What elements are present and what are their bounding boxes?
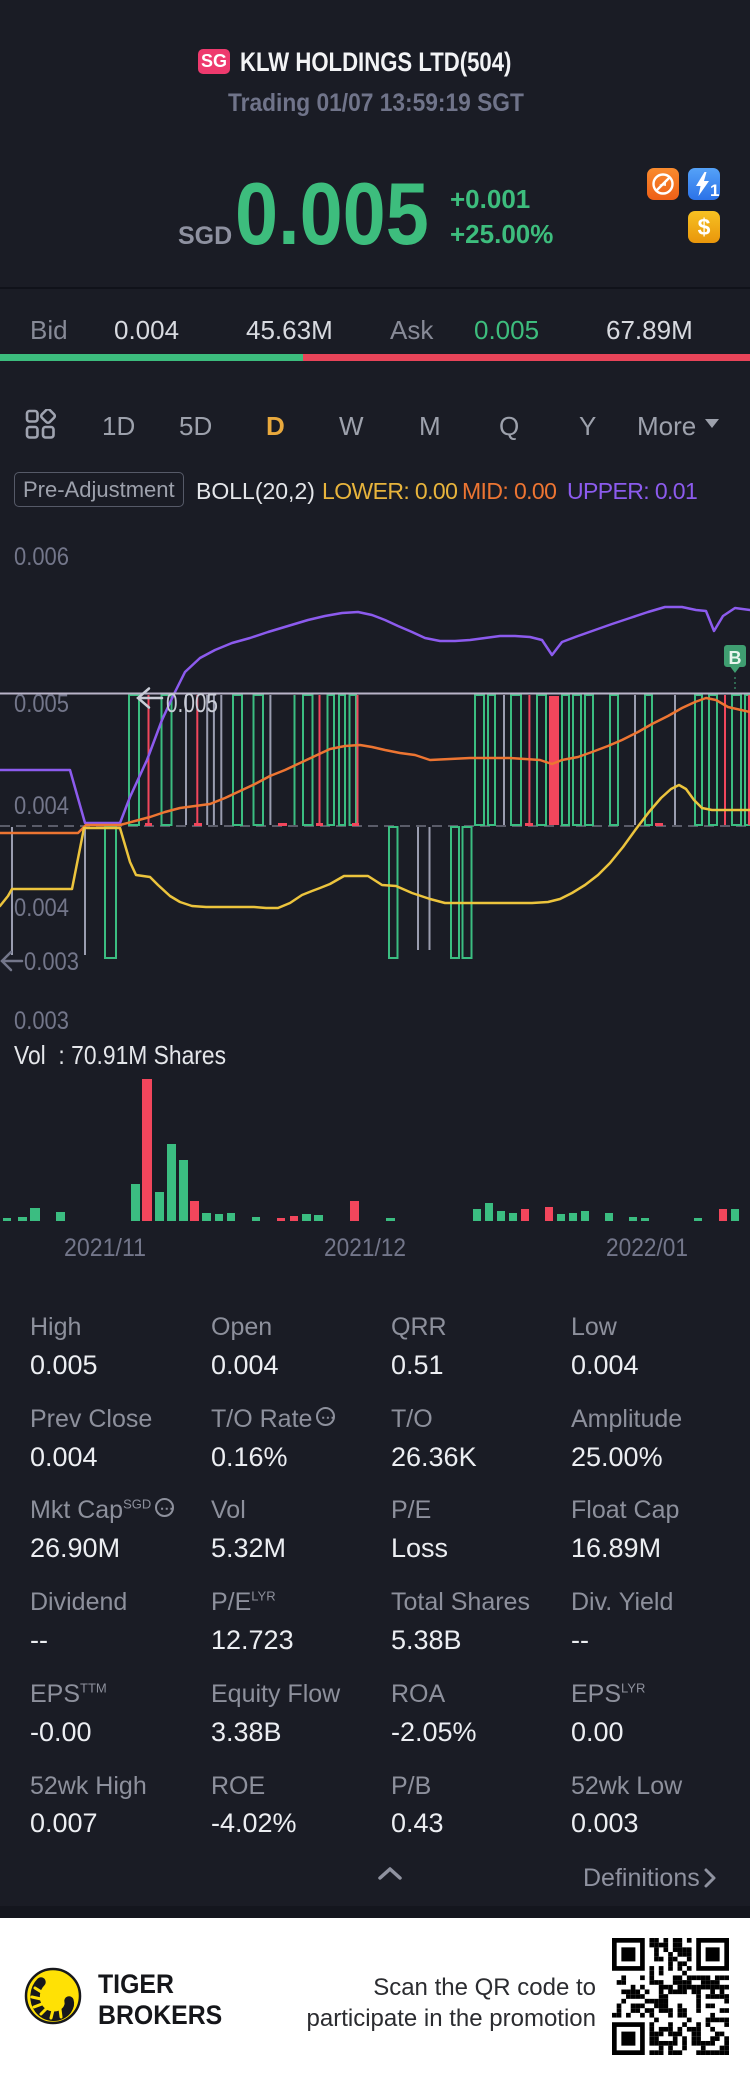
svg-text:0.003: 0.003: [14, 1007, 69, 1035]
svg-text:0.006: 0.006: [14, 543, 69, 571]
svg-text:2021/11: 2021/11: [64, 1234, 146, 1262]
svg-text:2021/12: 2021/12: [324, 1234, 406, 1262]
svg-text:$: $: [698, 214, 711, 240]
svg-text:0.004: 0.004: [14, 894, 69, 922]
svg-text:0.005: 0.005: [166, 688, 218, 718]
svg-text:0.003: 0.003: [24, 948, 79, 976]
svg-text:2022/01: 2022/01: [606, 1234, 688, 1262]
svg-text:B: B: [729, 648, 742, 668]
svg-text:0.005: 0.005: [14, 690, 69, 718]
svg-text:1: 1: [710, 181, 719, 200]
svg-text:Vol : 70.91M Shares: Vol : 70.91M Shares: [14, 1040, 226, 1070]
svg-text:0.004: 0.004: [14, 792, 69, 820]
